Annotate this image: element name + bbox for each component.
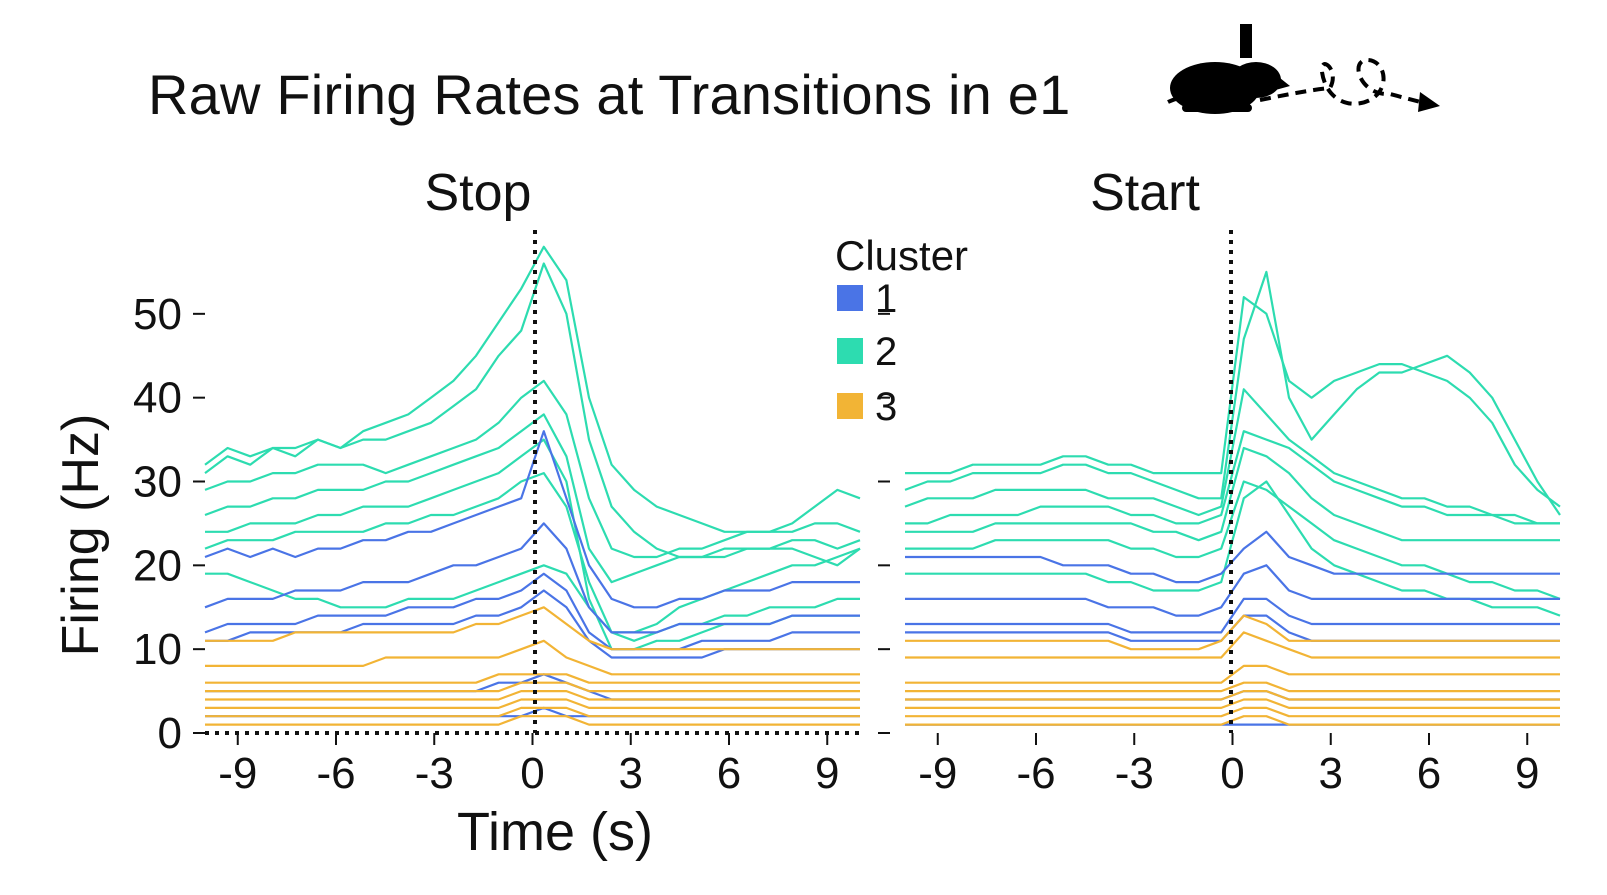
stop-series-line-cluster-3-19 [205, 706, 860, 718]
start-series-group [904, 270, 1561, 726]
stop-x-tick-label: 9 [815, 749, 839, 798]
legend: Cluster 1 2 3 [835, 232, 968, 429]
stop-x-tick-label: 6 [717, 749, 741, 798]
start-series-line-cluster-1-9 [905, 597, 1560, 634]
stop-series-line-cluster-1-7 [204, 430, 860, 609]
stop-series-line-cluster-1-12 [205, 706, 860, 718]
panel-stop: Stop 0 10 20 30 40 50 -9 -6 -3 0 3 6 9 Time (s) Fir… [52, 164, 861, 862]
legend-label-1: 1 [875, 277, 897, 321]
y-axis-label: Firing (Hz) [52, 414, 110, 657]
stop-series-line-cluster-2-3 [204, 413, 861, 584]
start-x-tick-label: 0 [1220, 749, 1244, 798]
stop-y-tick-label: 0 [158, 709, 182, 758]
start-x-tick-label: 3 [1319, 749, 1343, 798]
stop-series-line-cluster-1-9 [204, 572, 860, 651]
legend-title: Cluster [835, 232, 968, 279]
chart-title: Raw Firing Rates at Transitions in e1 [148, 63, 1071, 126]
start-series-line-cluster-3-15 [905, 664, 1560, 684]
stop-y-axis: 0 10 20 30 40 50 [133, 290, 205, 758]
legend-swatch-1 [837, 285, 863, 311]
stop-y-tick-label: 50 [133, 290, 182, 339]
stop-x-tick-label: -9 [218, 749, 257, 798]
start-series-line-cluster-3-17 [905, 690, 1560, 701]
stop-y-tick-label: 30 [133, 458, 182, 507]
start-series-line-cluster-2-2 [904, 388, 1560, 525]
stop-x-tick-label: -3 [415, 749, 454, 798]
panel-start-title: Start [1090, 164, 1200, 222]
stop-series-group [204, 245, 861, 726]
stop-x-tick-label: 3 [619, 749, 643, 798]
panel-start: Start -9 -6 -3 0 3 6 9 [878, 164, 1561, 798]
stop-series-line-cluster-2-5 [204, 472, 861, 634]
stop-x-tick-label: 0 [520, 749, 544, 798]
start-series-line-cluster-2-1 [904, 270, 1561, 516]
start-x-tick-label: -9 [918, 749, 957, 798]
stop-x-tick-labels: -9 -6 -3 0 3 6 9 [218, 733, 839, 798]
start-x-tick-labels: -9 -6 -3 0 3 6 9 [918, 733, 1539, 798]
start-series-line-cluster-3-14 [905, 631, 1560, 659]
start-x-tick-label: 6 [1417, 749, 1441, 798]
stop-y-tick-label: 40 [133, 374, 182, 423]
legend-label-3: 3 [875, 385, 897, 429]
legend-swatch-2 [837, 338, 863, 364]
stop-y-tick-label: 20 [133, 541, 182, 590]
start-series-line-cluster-2-4 [905, 446, 1560, 542]
start-x-tick-label: -3 [1115, 749, 1154, 798]
stop-series-line-cluster-1-8 [204, 522, 860, 634]
stop-series-line-cluster-3-14 [205, 639, 860, 676]
stop-series-line-cluster-3-17 [205, 690, 860, 701]
mouse-running-icon [1167, 24, 1440, 114]
start-x-tick-label: -6 [1016, 749, 1055, 798]
start-series-line-cluster-2-0 [905, 296, 1561, 508]
stop-series-line-cluster-3-18 [205, 698, 860, 709]
start-series-line-cluster-3-13 [905, 614, 1560, 651]
stop-series-line-cluster-1-11 [205, 673, 860, 701]
start-series-line-cluster-2-5 [905, 480, 1561, 600]
legend-swatch-3 [837, 393, 863, 419]
panel-stop-title: Stop [425, 164, 532, 222]
stop-series-line-cluster-3-20 [205, 715, 860, 726]
stop-series-line-cluster-2-2 [204, 379, 861, 559]
stop-x-tick-label: -6 [316, 749, 355, 798]
x-axis-label: Time (s) [457, 802, 653, 862]
stop-series-line-cluster-3-13 [205, 606, 860, 651]
legend-label-2: 2 [875, 330, 897, 374]
start-x-tick-label: 9 [1515, 749, 1539, 798]
stop-series-line-cluster-3-15 [205, 673, 860, 684]
start-series-line-cluster-3-16 [905, 681, 1560, 693]
stop-series-line-cluster-3-16 [205, 681, 860, 693]
stop-series-line-cluster-2-6 [205, 564, 860, 642]
stop-y-tick-label: 10 [133, 625, 182, 674]
stop-series-line-cluster-2-1 [204, 262, 861, 559]
start-y-axis [878, 312, 890, 734]
